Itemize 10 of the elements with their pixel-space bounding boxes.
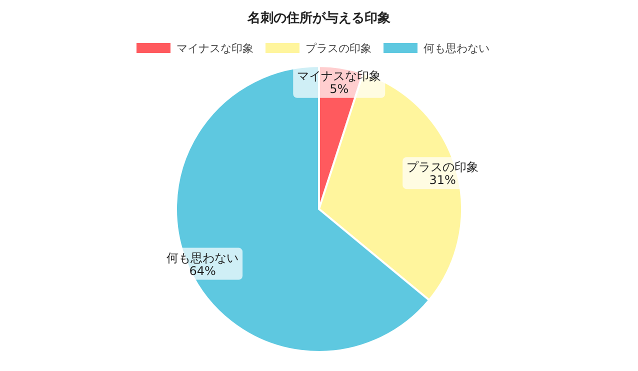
legend-label: 何も思わない <box>424 42 490 55</box>
legend-label: マイナスな印象 <box>176 42 254 55</box>
slice-label: マイナスな印象 <box>297 68 382 83</box>
data-label: 64% <box>189 264 216 278</box>
slice-label: プラスの印象 <box>406 160 479 174</box>
slice-label: 何も思わない <box>166 250 239 265</box>
chart-title: 名刺の住所が与える印象 <box>246 10 390 26</box>
data-label: 31% <box>429 173 456 188</box>
data-label: 5% <box>330 82 349 96</box>
legend-label: プラスの印象 <box>306 42 372 55</box>
